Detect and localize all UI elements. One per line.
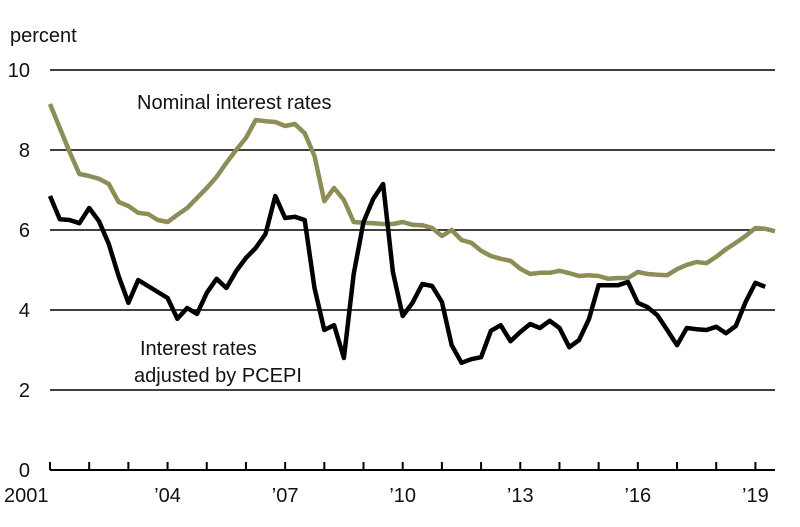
pcepi-series-label-line1: Interest rates bbox=[140, 338, 257, 360]
series-lines bbox=[47, 103, 776, 366]
x-tick-label-2019: ’19 bbox=[742, 485, 769, 507]
x-tick-label-2010: ’10 bbox=[389, 485, 416, 507]
x-axis bbox=[49, 462, 775, 471]
y-tick-labels: 0 2 4 6 8 10 bbox=[8, 60, 30, 482]
y-tick-label-0: 0 bbox=[19, 460, 30, 482]
y-tick-label-4: 4 bbox=[19, 300, 30, 322]
nominal-rate-line bbox=[47, 103, 776, 282]
y-tick-label-10: 10 bbox=[8, 60, 30, 82]
y-tick-label-2: 2 bbox=[19, 380, 30, 402]
x-tick-label-2007: ’07 bbox=[272, 485, 299, 507]
nominal-series-label: Nominal interest rates bbox=[137, 92, 332, 114]
y-axis-unit-label: percent bbox=[10, 25, 77, 47]
x-tick-label-2016: ’16 bbox=[624, 485, 651, 507]
x-tick-labels: 2001 ’04 ’07 ’10 ’13 ’16 ’19 bbox=[4, 485, 769, 507]
x-tick-label-2004: ’04 bbox=[154, 485, 181, 507]
y-tick-label-8: 8 bbox=[19, 140, 30, 162]
y-tick-label-6: 6 bbox=[19, 220, 30, 242]
x-tick-label-2001: 2001 bbox=[4, 485, 49, 507]
pcepi-series-label-line2: adjusted by PCEPI bbox=[134, 365, 302, 387]
x-tick-label-2013: ’13 bbox=[507, 485, 534, 507]
pcepi-adjusted-rate-line bbox=[47, 181, 767, 366]
